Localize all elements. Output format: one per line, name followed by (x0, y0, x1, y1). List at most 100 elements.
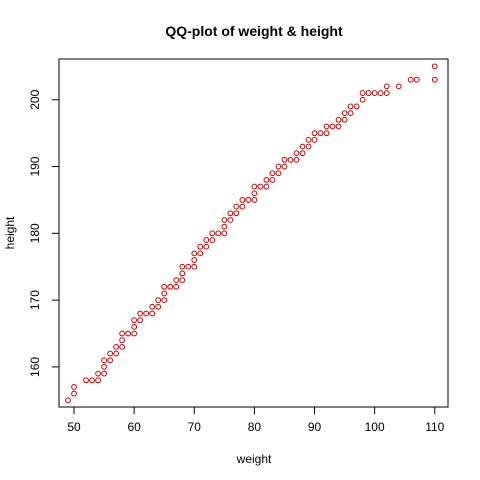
y-tick-label: 170 (28, 290, 42, 310)
data-point (383, 90, 390, 96)
data-point (269, 176, 276, 183)
data-point (185, 263, 192, 270)
data-point (239, 197, 246, 203)
data-point (257, 183, 264, 190)
x-tick-label: 90 (308, 420, 322, 434)
data-point (101, 357, 107, 364)
data-point (197, 250, 204, 257)
x-axis: 50 60 70 80 90 100 110 (67, 406, 445, 434)
data-point (137, 310, 144, 317)
data-point (149, 303, 156, 310)
data-point (311, 130, 318, 137)
data-point (359, 96, 366, 103)
data-point (233, 210, 240, 217)
data-point (113, 343, 120, 350)
data-point (353, 103, 360, 110)
data-point (137, 317, 144, 324)
data-point (341, 116, 348, 123)
data-point (221, 217, 228, 223)
data-point (227, 210, 234, 217)
data-point (347, 110, 354, 117)
data-point (113, 350, 120, 357)
data-point (275, 170, 282, 177)
data-point (143, 310, 150, 317)
data-point (305, 143, 312, 150)
y-axis-label: height (3, 216, 17, 249)
data-point (233, 203, 240, 210)
data-point (167, 283, 174, 290)
data-point (71, 384, 77, 390)
data-point (317, 130, 324, 137)
data-point (245, 197, 252, 203)
data-point (179, 277, 186, 283)
data-point (329, 123, 336, 130)
data-point (269, 170, 276, 177)
data-point (287, 156, 294, 163)
plot-area-frame (58, 58, 449, 408)
data-point (155, 303, 162, 310)
y-tick-label: 180 (28, 223, 42, 243)
data-point (125, 330, 132, 337)
x-tick-label: 50 (67, 420, 81, 434)
x-tick-label: 100 (365, 420, 385, 434)
data-point (335, 123, 342, 130)
data-point (203, 237, 210, 243)
data-point (191, 250, 198, 257)
data-point (311, 136, 318, 143)
data-point (347, 103, 354, 110)
data-points (65, 63, 438, 404)
data-point (299, 150, 306, 157)
data-point (323, 130, 330, 137)
y-tick-label: 160 (28, 357, 42, 377)
x-axis-label: weight (236, 452, 272, 466)
data-point (335, 116, 342, 123)
data-point (203, 243, 210, 250)
data-point (221, 223, 228, 230)
data-point (155, 297, 162, 304)
data-point (275, 163, 282, 170)
data-point (95, 377, 101, 384)
data-point (407, 76, 414, 83)
y-tick-label: 190 (28, 156, 42, 176)
data-point (323, 123, 330, 130)
data-point (119, 337, 126, 344)
data-point (95, 370, 101, 377)
x-tick-label: 60 (127, 420, 141, 434)
data-point (107, 357, 114, 364)
data-point (131, 317, 138, 324)
data-point (299, 143, 306, 150)
data-point (371, 90, 378, 96)
data-point (119, 330, 126, 337)
data-point (263, 183, 270, 190)
data-point (281, 163, 288, 170)
data-point (383, 83, 390, 90)
data-point (131, 323, 138, 330)
data-point (161, 297, 168, 304)
data-point (131, 330, 138, 337)
data-point (101, 370, 107, 377)
data-point (191, 257, 198, 263)
y-tick-label: 200 (28, 89, 42, 109)
data-point (119, 343, 126, 350)
data-point (71, 390, 77, 397)
data-point (83, 377, 89, 384)
data-point (239, 203, 246, 210)
x-tick-label: 80 (248, 420, 262, 434)
data-point (227, 217, 234, 223)
data-point (293, 156, 300, 163)
data-point (179, 270, 186, 277)
data-point (215, 230, 222, 237)
data-point (101, 364, 107, 370)
data-point (305, 136, 312, 143)
data-point (173, 277, 180, 283)
data-point (263, 176, 270, 183)
data-point (221, 230, 228, 237)
data-point (341, 110, 348, 117)
data-point (179, 263, 186, 270)
data-point (65, 397, 71, 404)
data-point (89, 377, 95, 384)
data-point (251, 197, 258, 203)
data-point (395, 83, 402, 90)
data-point (359, 90, 366, 96)
